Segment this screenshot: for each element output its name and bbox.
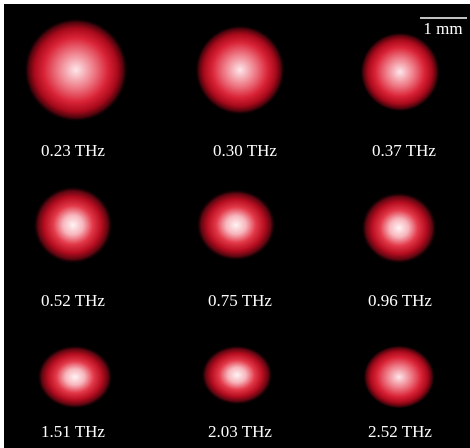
- frequency-label: 0.52 THz: [41, 291, 105, 310]
- beam-profile: [195, 25, 285, 115]
- figure: 1 mm 0.23 THz 0.30 THz 0.37 THz 0.52 THz…: [0, 0, 470, 448]
- frequency-label: 0.75 THz: [208, 291, 272, 310]
- frequency-label: 0.96 THz: [368, 291, 432, 310]
- frequency-label: 0.37 THz: [372, 141, 436, 160]
- frequency-label: 1.51 THz: [41, 422, 105, 441]
- beam-profile: [361, 192, 437, 264]
- scale-bar-label: 1 mm: [423, 19, 462, 38]
- beam-profile: [196, 189, 276, 261]
- beam-profile: [201, 345, 273, 405]
- frequency-label: 0.23 THz: [41, 141, 105, 160]
- beam-profile: [360, 32, 440, 112]
- beam-profile: [33, 186, 113, 264]
- beam-profile: [363, 345, 435, 409]
- beam-profile: [24, 18, 128, 122]
- frequency-label: 2.52 THz: [368, 422, 432, 441]
- frequency-label: 2.03 THz: [208, 422, 272, 441]
- frequency-label: 0.30 THz: [213, 141, 277, 160]
- beam-profile: [37, 345, 113, 409]
